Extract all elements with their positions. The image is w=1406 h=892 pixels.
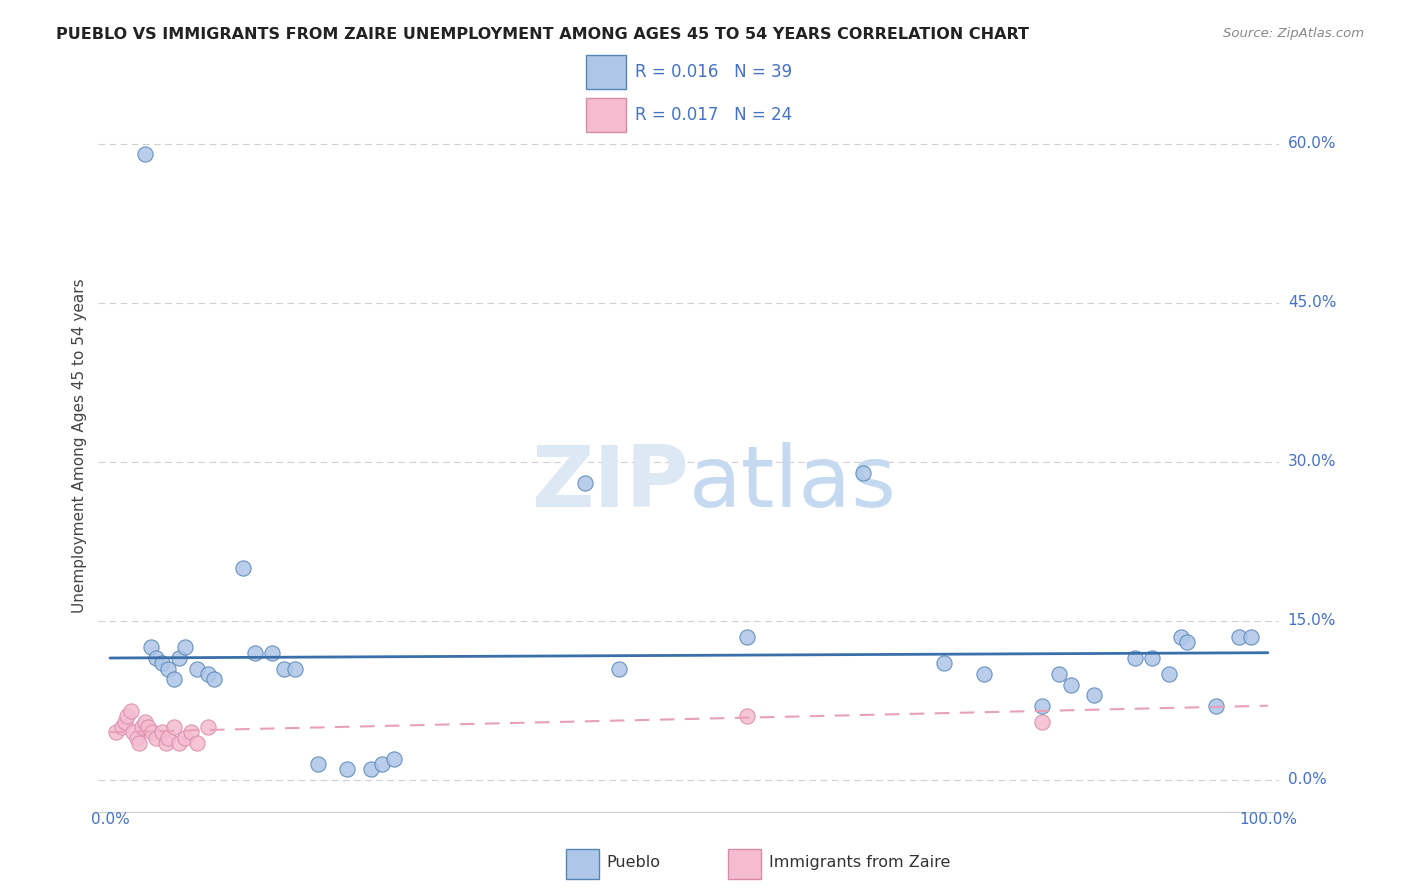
Point xyxy=(1205,698,1227,713)
Point xyxy=(163,720,186,734)
Bar xyxy=(586,55,626,89)
Point xyxy=(145,651,167,665)
Point xyxy=(128,736,150,750)
Text: 100.0%: 100.0% xyxy=(1239,812,1296,827)
Point xyxy=(169,736,191,750)
Point xyxy=(243,646,266,660)
Point xyxy=(1049,667,1071,681)
Point xyxy=(202,672,225,686)
Point xyxy=(360,762,382,776)
Point xyxy=(174,640,197,655)
Text: R = 0.016   N = 39: R = 0.016 N = 39 xyxy=(636,63,793,81)
Point xyxy=(1175,635,1198,649)
Text: PUEBLO VS IMMIGRANTS FROM ZAIRE UNEMPLOYMENT AMONG AGES 45 TO 54 YEARS CORRELATI: PUEBLO VS IMMIGRANTS FROM ZAIRE UNEMPLOY… xyxy=(56,27,1029,42)
Text: 30.0%: 30.0% xyxy=(1288,454,1336,469)
Point xyxy=(735,630,758,644)
Point xyxy=(1170,630,1192,644)
Point xyxy=(139,640,162,655)
Point xyxy=(122,725,145,739)
Text: Source: ZipAtlas.com: Source: ZipAtlas.com xyxy=(1223,27,1364,40)
Point xyxy=(104,725,127,739)
Point xyxy=(273,662,295,676)
Point xyxy=(155,736,177,750)
Point xyxy=(134,147,156,161)
Point xyxy=(1060,677,1083,691)
Text: 15.0%: 15.0% xyxy=(1288,614,1336,628)
Text: 60.0%: 60.0% xyxy=(1288,136,1336,152)
Point xyxy=(150,725,173,739)
Point xyxy=(131,720,153,734)
Point xyxy=(574,476,596,491)
Point xyxy=(932,657,955,671)
Text: 45.0%: 45.0% xyxy=(1288,295,1336,310)
Point xyxy=(336,762,359,776)
Point xyxy=(307,757,329,772)
Point xyxy=(136,720,159,734)
Point xyxy=(1083,688,1105,702)
Bar xyxy=(728,849,761,880)
Point xyxy=(120,704,142,718)
Point xyxy=(852,466,875,480)
Bar xyxy=(567,849,599,880)
Text: ZIP: ZIP xyxy=(531,442,689,524)
Point xyxy=(284,662,307,676)
Point xyxy=(145,731,167,745)
Point xyxy=(186,736,208,750)
Text: Pueblo: Pueblo xyxy=(607,855,661,870)
Point xyxy=(973,667,995,681)
Point xyxy=(1031,714,1053,729)
Y-axis label: Unemployment Among Ages 45 to 54 years: Unemployment Among Ages 45 to 54 years xyxy=(72,278,87,614)
Point xyxy=(609,662,631,676)
Point xyxy=(174,731,197,745)
Point xyxy=(197,720,219,734)
Point xyxy=(1227,630,1250,644)
Text: 0.0%: 0.0% xyxy=(90,812,129,827)
Point xyxy=(156,662,179,676)
Point xyxy=(134,714,156,729)
Point xyxy=(1140,651,1163,665)
Point xyxy=(382,752,405,766)
Point xyxy=(163,672,186,686)
Point xyxy=(197,667,219,681)
Point xyxy=(150,657,173,671)
Bar xyxy=(586,98,626,132)
Point xyxy=(180,725,202,739)
Point xyxy=(262,646,284,660)
Point xyxy=(186,662,208,676)
Point xyxy=(110,720,132,734)
Text: Immigrants from Zaire: Immigrants from Zaire xyxy=(769,855,950,870)
Point xyxy=(1159,667,1181,681)
Point xyxy=(114,714,136,729)
Point xyxy=(1031,698,1053,713)
Point xyxy=(125,731,148,745)
Point xyxy=(141,725,163,739)
Point xyxy=(156,731,179,745)
Point xyxy=(232,561,254,575)
Text: 0.0%: 0.0% xyxy=(1288,772,1326,788)
Text: atlas: atlas xyxy=(689,442,897,524)
Point xyxy=(1239,630,1261,644)
Point xyxy=(1123,651,1146,665)
Text: R = 0.017   N = 24: R = 0.017 N = 24 xyxy=(636,106,793,124)
Point xyxy=(735,709,758,723)
Point xyxy=(117,709,139,723)
Point xyxy=(169,651,191,665)
Point xyxy=(371,757,394,772)
